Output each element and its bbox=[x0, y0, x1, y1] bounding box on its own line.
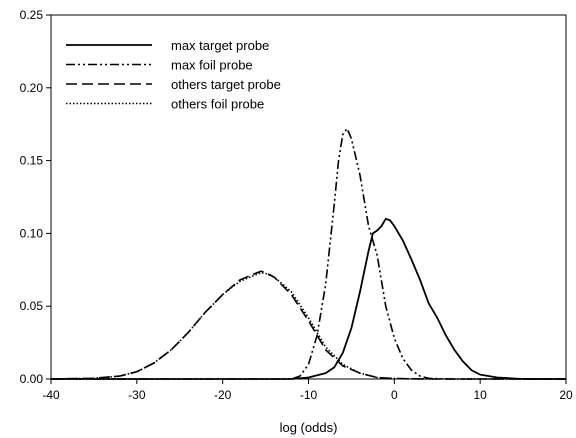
series-line-4 bbox=[50, 271, 566, 380]
series-line-2 bbox=[51, 127, 566, 380]
y-tick-label: 0.10 bbox=[20, 226, 44, 240]
y-tick-label: 0.20 bbox=[20, 81, 44, 95]
x-tick-label: -10 bbox=[300, 388, 318, 402]
x-tick-label: -20 bbox=[214, 388, 232, 402]
x-tick-label: 10 bbox=[473, 388, 487, 402]
y-tick-label: 0.05 bbox=[20, 299, 44, 313]
x-tick-label: 20 bbox=[559, 388, 573, 402]
legend-label-4: others foil probe bbox=[171, 97, 264, 112]
series-layer bbox=[50, 127, 566, 380]
legend-label-2: max foil probe bbox=[171, 58, 253, 73]
x-tick-label: -30 bbox=[128, 388, 146, 402]
series-line-1 bbox=[51, 217, 566, 380]
y-tick-label: 0.25 bbox=[20, 8, 44, 22]
legend: max target probe max foil probe others tar… bbox=[66, 38, 281, 112]
x-tick-label: 0 bbox=[391, 388, 398, 402]
legend-label-3: others target probe bbox=[171, 77, 281, 92]
plot-frame bbox=[50, 14, 567, 380]
x-axis-label: log (odds) bbox=[280, 420, 338, 435]
y-tick-label: 0.15 bbox=[20, 154, 44, 168]
y-tick-label: 0.00 bbox=[20, 372, 44, 386]
legend-label-1: max target probe bbox=[171, 38, 269, 53]
x-tick-label: -40 bbox=[42, 388, 60, 402]
axis-layer: -40 -30 -20 -10 0 10 20 0.00 0.05 0.10 0.15 0.20 0.2… bbox=[20, 8, 573, 402]
